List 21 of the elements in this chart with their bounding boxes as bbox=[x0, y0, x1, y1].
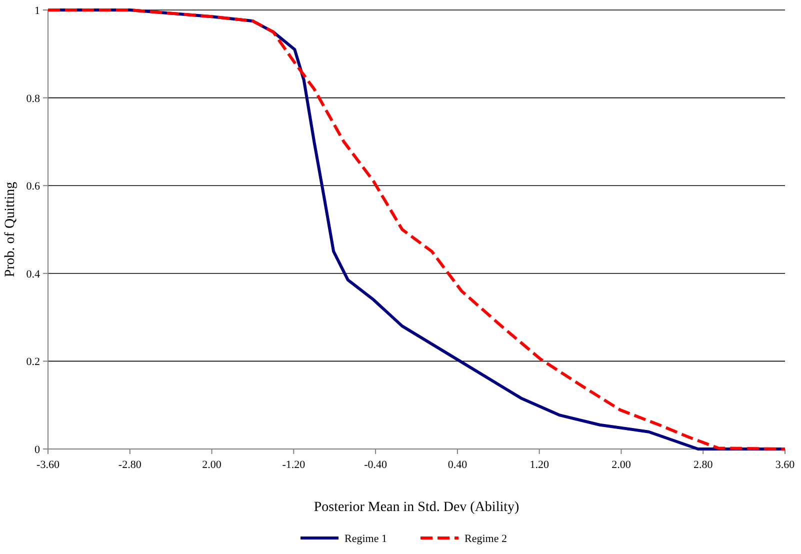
y-tick-label: 0 bbox=[34, 444, 40, 456]
y-tick-label: 0.6 bbox=[26, 180, 40, 193]
x-tick-label: 0.40 bbox=[448, 459, 468, 471]
x-tick-label: 2.80 bbox=[693, 459, 714, 471]
y-tick-label: 0.8 bbox=[26, 92, 40, 105]
y-tick-label: 0.2 bbox=[26, 356, 40, 368]
y-tick-label: 0.4 bbox=[26, 268, 40, 280]
x-tick-label: 2.00 bbox=[612, 459, 632, 471]
legend-label: Regime 1 bbox=[344, 533, 387, 545]
x-tick-label: -3.60 bbox=[36, 459, 60, 471]
x-tick-label: 1.20 bbox=[530, 459, 550, 471]
x-axis-title: Posterior Mean in Std. Dev (Ability) bbox=[314, 500, 520, 515]
x-tick-label: 3.60 bbox=[775, 459, 796, 471]
x-tick-label: 2.00 bbox=[202, 459, 222, 471]
x-tick-label: -1.20 bbox=[282, 459, 306, 471]
y-axis-title: Prob. of Quitting bbox=[3, 182, 18, 278]
legend-label: Regime 2 bbox=[464, 533, 507, 545]
x-tick-label: -2.80 bbox=[118, 459, 142, 471]
x-tick-label: -0.40 bbox=[364, 459, 388, 471]
y-tick-label: 1 bbox=[34, 5, 40, 17]
line-series bbox=[46, 8, 786, 450]
